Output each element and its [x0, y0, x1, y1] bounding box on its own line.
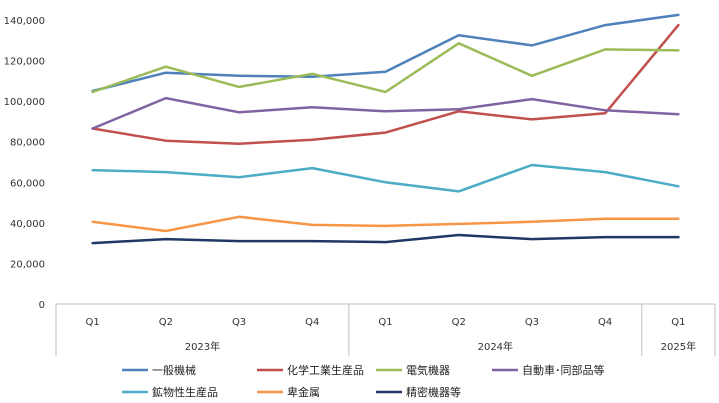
series-line-6: [91, 233, 680, 245]
y-tick-label: 80,000: [10, 138, 45, 149]
x-tick-label: Q3: [232, 317, 246, 328]
x-tick-label: Q4: [598, 317, 612, 328]
y-tick-label: 120,000: [4, 57, 45, 68]
legend-label: 精密機器等: [406, 385, 461, 399]
series-line-2: [91, 42, 680, 94]
y-tick-label: 100,000: [4, 97, 45, 108]
series-lines: [91, 13, 680, 245]
x-group-label: 2023年: [185, 340, 220, 353]
legend-label: 化学工業生産品: [287, 363, 364, 377]
series-line-4: [91, 163, 680, 193]
x-tick-label: Q1: [85, 317, 99, 328]
x-group-label: 2024年: [478, 340, 513, 353]
x-axis: Q1 Q2 Q3 Q4 Q1 Q2 Q3 Q4 Q1 2023年 2024年 2025年: [55, 303, 716, 356]
legend-label: 卑金属: [287, 385, 320, 399]
series-line-3: [91, 96, 680, 130]
legend-label: 一般機械: [152, 363, 196, 377]
x-tick-label: Q1: [671, 317, 685, 328]
legend-label: 自動車･同部品等: [522, 363, 605, 377]
y-tick-label: 140,000: [4, 16, 45, 27]
y-tick-label: 20,000: [10, 259, 45, 270]
legend-label: 鉱物性生産品: [152, 385, 218, 399]
x-tick-label: Q2: [159, 317, 173, 328]
x-group-label: 2025年: [661, 340, 696, 353]
x-tick-label: Q3: [525, 317, 539, 328]
legend-label: 電気機器: [406, 363, 450, 377]
y-axis: 0 20,000 40,000 60,000 80,000 100,000 120,000 1…: [4, 16, 45, 311]
series-line-1: [91, 23, 680, 145]
y-tick-label: 40,000: [10, 219, 45, 230]
x-tick-label: Q1: [378, 317, 392, 328]
y-tick-label: 0: [39, 300, 45, 311]
x-tick-label: Q4: [305, 317, 319, 328]
series-line-0: [91, 13, 680, 93]
x-tick-label: Q2: [452, 317, 466, 328]
y-tick-label: 60,000: [10, 178, 45, 189]
series-line-5: [91, 215, 680, 233]
